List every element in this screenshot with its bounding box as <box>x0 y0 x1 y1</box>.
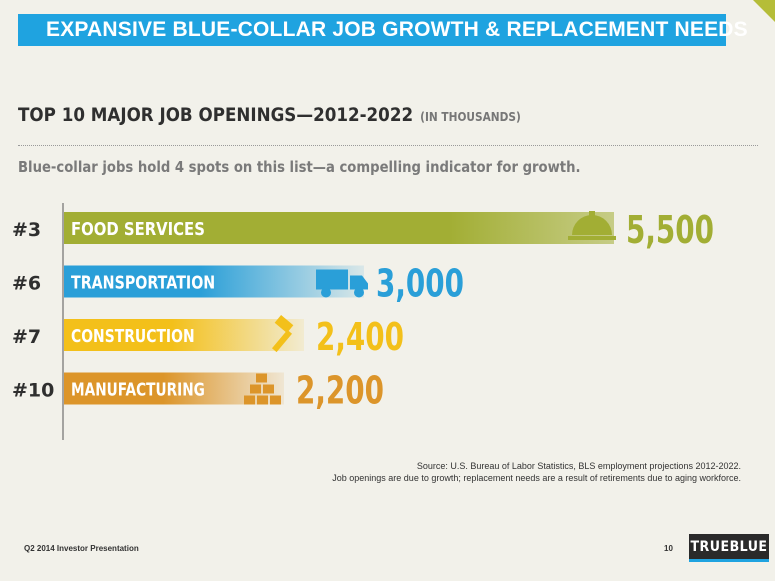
header-banner: EXPANSIVE BLUE-COLLAR JOB GROWTH & REPLA… <box>18 14 748 46</box>
rank-label: #3 <box>12 219 41 241</box>
chart-title-text: TOP 10 MAJOR JOB OPENINGS—2012-2022 <box>18 104 414 126</box>
source-note: Source: U.S. Bureau of Labor Statistics,… <box>332 460 741 484</box>
value-label: 5,500 <box>626 208 714 252</box>
footer-presentation: Q2 2014 Investor Presentation <box>24 544 139 553</box>
corner-accent <box>753 0 775 22</box>
truck-icon <box>316 269 368 298</box>
service-bell-icon <box>568 211 616 240</box>
bar-chart: #3 FOOD SERVICES 5,500 #6 TRANSPORTATION 3,00… <box>12 203 714 440</box>
chart-title: TOP 10 MAJOR JOB OPENINGS—2012-2022 (IN T… <box>18 104 521 126</box>
stacked-boxes-icon <box>244 373 281 405</box>
value-label: 2,400 <box>316 315 404 359</box>
rank-label: #7 <box>12 326 41 348</box>
source-line-1: Source: U.S. Bureau of Labor Statistics,… <box>416 461 741 471</box>
divider <box>18 145 758 146</box>
page-number: 10 <box>664 544 673 553</box>
rank-label: #6 <box>12 273 41 295</box>
trueblue-logo: TRUEBLUE <box>689 534 769 562</box>
hammer-icon <box>271 315 294 353</box>
category-label: CONSTRUCTION <box>71 326 195 347</box>
source-line-2: Job openings are due to growth; replacem… <box>332 473 741 483</box>
chart-units: (IN THOUSANDS) <box>420 110 521 124</box>
chart-subtitle: Blue-collar jobs hold 4 spots on this li… <box>18 158 581 176</box>
category-label: TRANSPORTATION <box>71 273 215 294</box>
category-label: FOOD SERVICES <box>71 219 205 240</box>
value-label: 3,000 <box>376 262 464 306</box>
banner-title: EXPANSIVE BLUE-COLLAR JOB GROWTH & REPLA… <box>46 18 748 41</box>
bar-food-services <box>64 212 614 244</box>
category-label: MANUFACTURING <box>71 380 205 401</box>
value-label: 2,200 <box>296 369 384 413</box>
rank-label: #10 <box>12 380 54 402</box>
bar-construction <box>64 319 304 351</box>
bar-transportation <box>64 265 364 298</box>
